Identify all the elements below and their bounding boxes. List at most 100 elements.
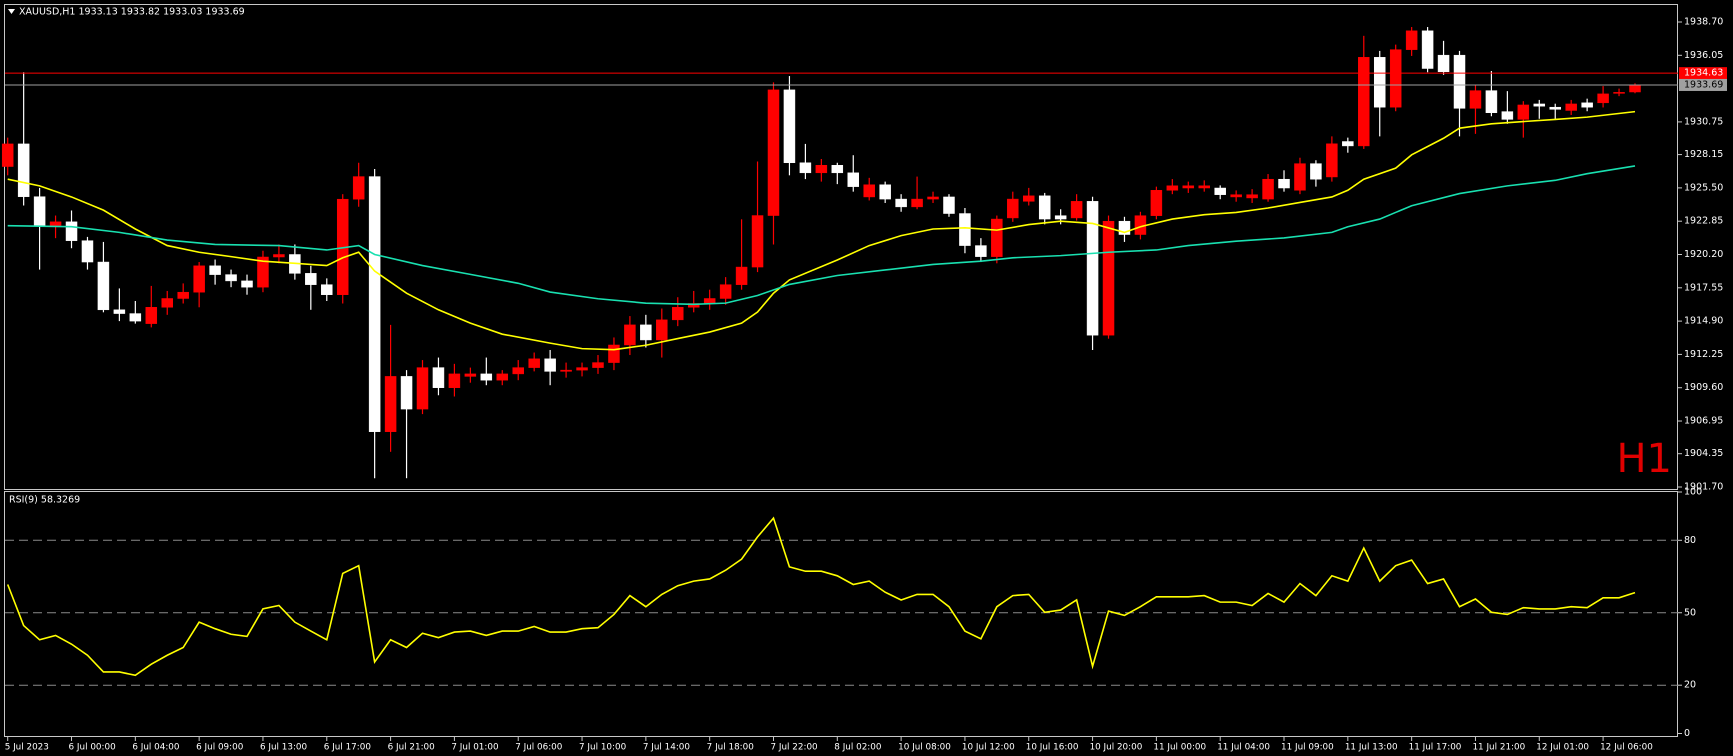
candle-body bbox=[1198, 185, 1210, 189]
candle-body bbox=[863, 184, 875, 198]
x-tick-label: 7 Jul 10:00 bbox=[579, 743, 627, 753]
y-tick-label: 1928.15 bbox=[1684, 149, 1723, 160]
candle-body bbox=[145, 307, 158, 324]
candle-body bbox=[113, 309, 126, 314]
candle-body bbox=[592, 362, 604, 368]
x-tick-label: 10 Jul 16:00 bbox=[1026, 743, 1079, 753]
candle-body bbox=[799, 162, 812, 174]
candle-body bbox=[1469, 90, 1482, 109]
candle-body bbox=[608, 344, 620, 363]
rsi-line bbox=[6, 516, 1636, 677]
candle-body bbox=[368, 176, 381, 432]
rsi-pane-frame bbox=[4, 491, 1678, 737]
candle-body bbox=[305, 273, 317, 285]
candle-body bbox=[735, 266, 748, 285]
price-label-box bbox=[1679, 67, 1727, 80]
x-tick-label: 6 Jul 13:00 bbox=[260, 743, 308, 753]
candle-body bbox=[959, 213, 971, 246]
x-tick-label: 11 Jul 00:00 bbox=[1153, 743, 1206, 753]
y-tick-label: 80 bbox=[1684, 535, 1696, 546]
x-tick-label: 10 Jul 20:00 bbox=[1090, 743, 1143, 753]
candle-body bbox=[1246, 194, 1258, 199]
candle-body bbox=[1533, 103, 1546, 107]
candle-body bbox=[1342, 141, 1354, 147]
candle-body bbox=[1597, 93, 1609, 104]
candle-body bbox=[719, 284, 732, 299]
y-tick-label: 100 bbox=[1684, 487, 1702, 498]
candle-body bbox=[783, 89, 796, 164]
candle-body bbox=[1294, 163, 1306, 191]
candle-body bbox=[496, 373, 509, 381]
candle-body bbox=[656, 319, 668, 341]
x-tick-label: 11 Jul 13:00 bbox=[1345, 743, 1398, 753]
x-tick-label: 6 Jul 21:00 bbox=[388, 743, 436, 753]
candle-body bbox=[1086, 201, 1099, 336]
candle-body bbox=[895, 198, 907, 208]
x-tick-label: 10 Jul 08:00 bbox=[898, 743, 951, 753]
candle-body bbox=[1278, 178, 1290, 189]
y-tick-label: 0 bbox=[1684, 728, 1690, 739]
candle-body bbox=[1150, 190, 1163, 216]
menu-triangle[interactable] bbox=[8, 9, 15, 14]
candle-body bbox=[33, 196, 46, 226]
timeframe-label: H1 bbox=[1616, 436, 1672, 482]
candle-body bbox=[225, 274, 237, 282]
candle-body bbox=[672, 307, 684, 321]
candle-body bbox=[1, 143, 14, 167]
x-tick-label: 5 Jul 2023 bbox=[5, 743, 49, 753]
x-tick-label: 12 Jul 06:00 bbox=[1600, 743, 1653, 753]
y-tick-label: 1936.05 bbox=[1684, 50, 1723, 61]
candle-body bbox=[1326, 143, 1338, 178]
candle-body bbox=[1230, 194, 1242, 198]
x-tick-label: 7 Jul 06:00 bbox=[515, 743, 563, 753]
y-tick-label: 1938.70 bbox=[1684, 17, 1723, 28]
y-tick-label: 1917.55 bbox=[1684, 282, 1723, 293]
candle-body bbox=[129, 313, 142, 322]
x-tick-label: 11 Jul 21:00 bbox=[1472, 743, 1525, 753]
moving-average bbox=[7, 165, 1636, 306]
candle-body bbox=[1485, 90, 1498, 113]
candle-body bbox=[1102, 220, 1115, 336]
candle-body bbox=[1023, 195, 1035, 202]
candle-body bbox=[703, 298, 716, 304]
candle-body bbox=[448, 373, 461, 388]
y-tick-label: 1914.90 bbox=[1684, 316, 1723, 327]
candle-body bbox=[161, 298, 173, 308]
candle-body bbox=[1389, 49, 1402, 108]
candle-body bbox=[1373, 57, 1386, 108]
price-label-box bbox=[1679, 78, 1727, 91]
x-tick-label: 7 Jul 22:00 bbox=[770, 743, 818, 753]
symbol-header: XAUUSD,H1 1933.13 1933.82 1933.03 1933.6… bbox=[19, 7, 245, 18]
candle-body bbox=[927, 196, 939, 200]
rsi-header: RSI(9) 58.3269 bbox=[9, 495, 80, 506]
candle-body bbox=[991, 218, 1003, 257]
y-tick-label: 1906.95 bbox=[1684, 416, 1723, 427]
price-label: 1934.63 bbox=[1684, 68, 1723, 79]
candle-body bbox=[464, 373, 477, 377]
candle-body bbox=[528, 358, 540, 368]
y-tick-label: 1920.20 bbox=[1684, 249, 1723, 260]
candle-body bbox=[480, 373, 493, 381]
x-tick-label: 6 Jul 04:00 bbox=[132, 743, 180, 753]
price-label: 1933.69 bbox=[1684, 79, 1723, 90]
candle-body bbox=[1437, 54, 1450, 73]
x-tick-label: 11 Jul 04:00 bbox=[1217, 743, 1270, 753]
candle-body bbox=[943, 196, 955, 214]
candle-body bbox=[1517, 104, 1530, 120]
candle-body bbox=[1421, 30, 1434, 69]
y-tick-label: 1912.25 bbox=[1684, 349, 1723, 360]
candle-body bbox=[384, 376, 397, 432]
candle-body bbox=[576, 367, 588, 371]
y-tick-label: 20 bbox=[1684, 680, 1696, 691]
candle-body bbox=[1501, 111, 1514, 120]
candle-body bbox=[815, 165, 828, 174]
candle-body bbox=[1182, 185, 1195, 189]
candle-body bbox=[512, 367, 524, 375]
candle-body bbox=[624, 324, 636, 346]
candle-body bbox=[49, 221, 62, 226]
candle-body bbox=[321, 284, 333, 295]
candle-body bbox=[209, 265, 221, 275]
candle-body bbox=[1453, 54, 1466, 109]
candle-body bbox=[1118, 220, 1131, 235]
